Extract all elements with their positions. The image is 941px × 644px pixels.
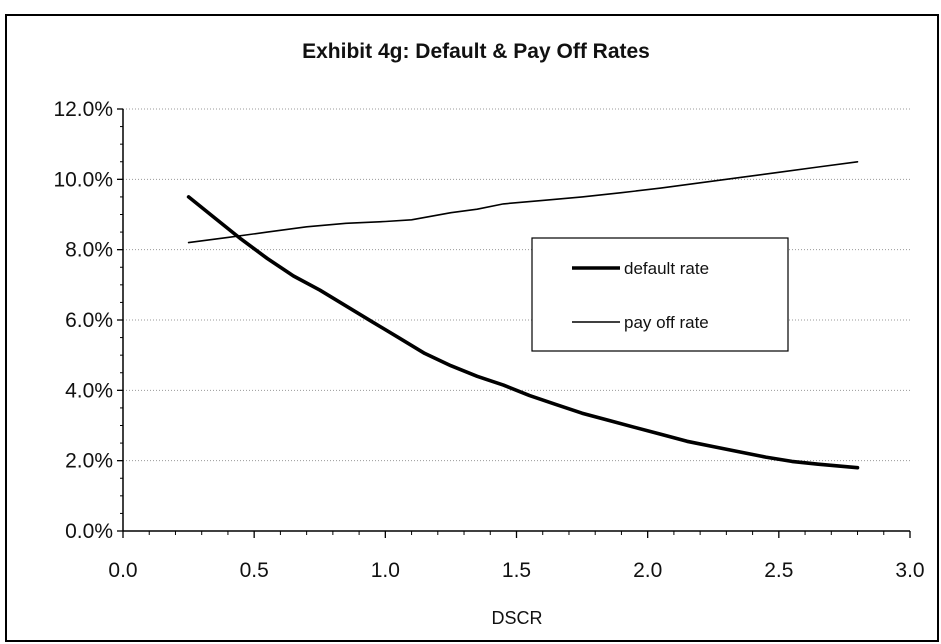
x-axis-title: DSCR	[491, 608, 542, 628]
y-tick-label: 0.0%	[65, 520, 113, 543]
y-tick-label: 6.0%	[65, 309, 113, 332]
y-tick-label: 8.0%	[65, 239, 113, 262]
y-tick-label: 10.0%	[53, 168, 113, 191]
series-lines	[186, 161, 860, 470]
legend-label: default rate	[624, 259, 709, 278]
x-tick-label: 2.5	[764, 559, 793, 582]
y-tick-label: 2.0%	[65, 450, 113, 473]
legend-box	[531, 237, 789, 352]
x-tick-label: 0.0	[108, 559, 137, 582]
x-tick-label: 0.5	[240, 559, 269, 582]
y-tick-label: 12.0%	[53, 98, 113, 121]
chart-title: Exhibit 4g: Default & Pay Off Rates	[302, 40, 650, 63]
legend: default rate pay off rate	[531, 237, 789, 352]
x-tick-label: 3.0	[895, 559, 924, 582]
x-tick-label: 1.5	[502, 559, 531, 582]
pay-off-rate-line	[187, 161, 859, 244]
axes: 0.0% 2.0% 4.0% 6.0% 8.0% 10.0% 12.0% 0.0 0.5 1.0 1…	[53, 98, 924, 582]
x-tick-label: 2.0	[633, 559, 662, 582]
default-rate-line	[186, 195, 860, 470]
y-tick-label: 4.0%	[65, 379, 113, 402]
x-tick-label: 1.0	[371, 559, 400, 582]
legend-label: pay off rate	[624, 313, 709, 332]
